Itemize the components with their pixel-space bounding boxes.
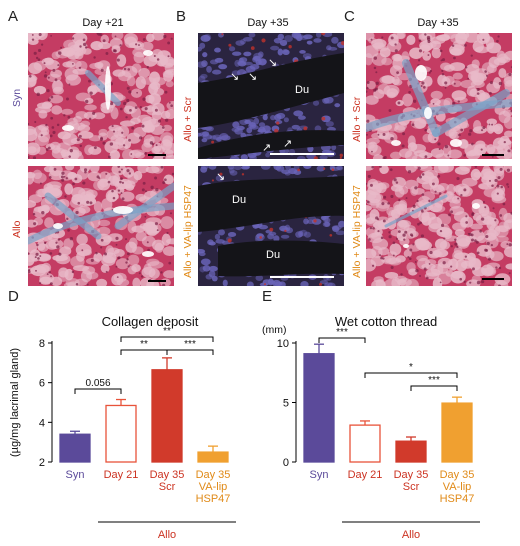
- cotton-category-label: Day 35: [440, 469, 475, 481]
- arrow-marker: ↗: [283, 138, 293, 150]
- arrow-marker: ↘: [216, 171, 226, 183]
- cotton-category-label: Day 21: [348, 469, 383, 481]
- panel-c-top-label: Allo + Scr: [351, 96, 363, 142]
- panel-c-day-label: Day +35: [417, 17, 459, 29]
- cotton-significance-bracket: [364, 372, 458, 378]
- panel-c-top-micrograph: [366, 33, 512, 159]
- collagen-significance-bracket: [166, 349, 214, 355]
- collagen-category-label: VA-lip: [199, 481, 228, 493]
- panel-a-bottom-label: Allo: [11, 220, 23, 238]
- cotton-significance-label: ***: [336, 327, 348, 338]
- cotton-y-axis-label: (mm): [262, 324, 287, 336]
- cotton-category-label: Scr: [403, 481, 420, 493]
- cotton-category-label: HSP47: [440, 493, 475, 505]
- panel-a-letter: A: [8, 8, 19, 25]
- panel-d-letter: D: [8, 288, 19, 305]
- cotton-bar-3: [441, 402, 473, 463]
- arrow-marker: ↘: [268, 57, 278, 69]
- panel-a-top-label: Syn: [11, 88, 23, 107]
- panel-b-letter: B: [176, 8, 187, 25]
- cotton-bar-0: [303, 353, 335, 463]
- panel-c-bottom-label: Allo + VA-lip HSP47: [351, 185, 363, 278]
- arrow-marker: ↘: [230, 71, 240, 83]
- panel-a-top-scale-bar: [148, 154, 166, 156]
- collagen-bar-0: [59, 433, 91, 463]
- cotton-chart-title: Wet cotton thread: [335, 314, 437, 329]
- cotton-y-tick-label: 5: [283, 398, 289, 410]
- duct-label-bottom-2: Du: [266, 249, 281, 261]
- duct-label-top: Du: [295, 84, 310, 96]
- collagen-category-label: Scr: [159, 481, 176, 493]
- panel-c-top-scale-bar: [482, 154, 504, 156]
- wet-cotton-thread-chart: Wet cotton thread (mm) 0 5 10 Syn Day 21 Day 35…: [262, 314, 480, 541]
- panel-a-day-label: Day +21: [82, 17, 124, 29]
- arrow-marker: ↘: [248, 71, 258, 83]
- panel-c-bottom-micrograph: [366, 166, 512, 286]
- cotton-significance-label: ***: [428, 375, 440, 386]
- cotton-category-label: VA-lip: [443, 481, 472, 493]
- cotton-category-label: Syn: [310, 469, 329, 481]
- panel-b-top-label: Allo + Scr: [182, 96, 194, 142]
- panel-b-day-label: Day +35: [247, 17, 289, 29]
- panel-c-letter: C: [344, 8, 355, 25]
- arrow-marker: ↗: [262, 142, 272, 154]
- cotton-significance-bracket: [410, 385, 458, 391]
- collagen-significance-label: 0.056: [85, 378, 110, 389]
- collagen-group-label: Allo: [158, 529, 176, 541]
- collagen-chart-title: Collagen deposit: [102, 314, 199, 329]
- cotton-category-label: Day 35: [394, 469, 429, 481]
- collagen-category-label: Syn: [66, 469, 85, 481]
- collagen-y-tick-label: 8: [39, 338, 45, 350]
- collagen-bar-2: [151, 369, 183, 463]
- collagen-y-tick-label: 6: [39, 378, 45, 390]
- collagen-significance-bracket: [120, 349, 168, 355]
- panel-a-top-micrograph: [28, 33, 174, 159]
- panel-b-bottom-label: Allo + VA-lip HSP47: [182, 185, 194, 278]
- panel-c-bottom-scale-bar: [482, 278, 504, 280]
- collagen-y-axis-label: (µg/mg lacrimal gland): [9, 348, 21, 457]
- collagen-category-label: Day 35: [150, 469, 185, 481]
- panel-b-bottom-micrograph: [198, 166, 344, 286]
- panel-b-top-scale-bar: [270, 153, 334, 155]
- collagen-category-label: Day 35: [196, 469, 231, 481]
- collagen-significance-label: **: [163, 326, 171, 337]
- panel-a-bottom-scale-bar: [148, 280, 166, 282]
- collagen-y-tick-label: 2: [39, 457, 45, 469]
- collagen-deposit-chart: Collagen deposit (µg/mg lacrimal gland) 2 4…: [9, 314, 236, 541]
- panel-a-bottom-micrograph: [28, 166, 174, 286]
- panel-b-bottom-scale-bar: [270, 276, 334, 278]
- cotton-bar-2: [395, 440, 427, 463]
- collagen-y-tick-label: 4: [39, 417, 45, 429]
- collagen-bar-1: [105, 404, 137, 463]
- collagen-significance-bracket: [120, 336, 214, 342]
- cotton-y-tick-label: 10: [277, 338, 289, 350]
- duct-label-bottom-1: Du: [232, 194, 247, 206]
- collagen-bar-3: [197, 451, 229, 463]
- collagen-significance-label: ***: [184, 339, 196, 350]
- cotton-group-label: Allo: [402, 529, 420, 541]
- panel-e-letter: E: [262, 288, 273, 305]
- collagen-category-label: HSP47: [196, 493, 231, 505]
- cotton-bar-1: [349, 424, 381, 463]
- cotton-significance-label: *: [409, 362, 413, 373]
- panel-b-top-micrograph: [198, 33, 344, 159]
- collagen-category-label: Day 21: [104, 469, 139, 481]
- collagen-significance-label: **: [140, 339, 148, 350]
- cotton-significance-bracket: [318, 337, 366, 343]
- collagen-significance-bracket: [74, 388, 122, 394]
- cotton-y-tick-label: 0: [283, 457, 289, 469]
